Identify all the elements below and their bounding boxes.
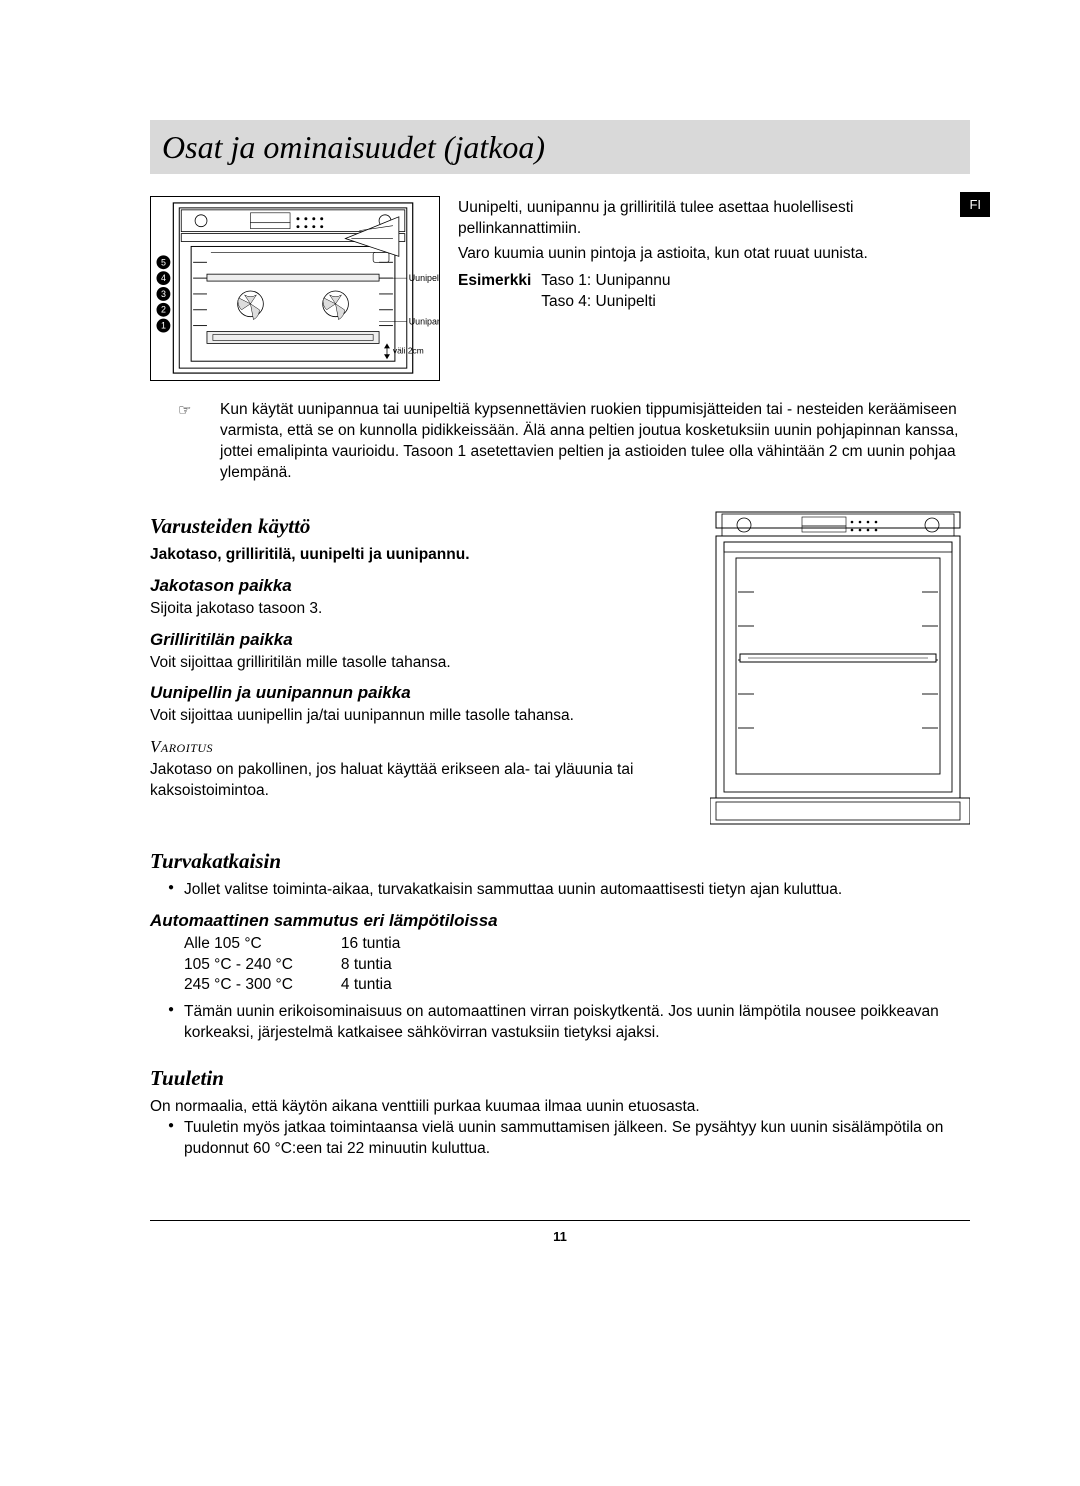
fan-bullet-1: Tuuletin myös jatkaa toimintaansa vielä … <box>168 1118 970 1160</box>
safety-bullet-1: Jollet valitse toiminta-aikaa, turvakatk… <box>168 880 970 901</box>
note-text: Kun käytät uunipannua tai uunipeltiä kyp… <box>220 400 970 484</box>
svg-text:väli 2cm: väli 2cm <box>393 345 424 355</box>
svg-text:5: 5 <box>161 257 166 267</box>
page-number: 11 <box>150 1229 970 1244</box>
svg-text:Uunipelti: Uunipelti <box>409 273 440 283</box>
section-safety-heading: Turvakatkaisin <box>150 849 970 874</box>
jakotason-text: Sijoita jakotaso tasoon 3. <box>150 599 692 620</box>
section-fan-heading: Tuuletin <box>150 1066 970 1091</box>
oven-diagram: 5 4 3 2 1 Uunipelti Uunipan <box>150 196 440 386</box>
svg-text:3: 3 <box>161 289 166 299</box>
svg-text:Uunipannu: Uunipannu <box>409 317 440 327</box>
svg-text:4: 4 <box>161 273 166 283</box>
example-line-1: Taso 1: Uunipannu <box>541 271 670 292</box>
note-block: ☞ Kun käytät uunipannua tai uunipeltiä k… <box>178 400 970 484</box>
language-tab: FI <box>960 192 990 217</box>
intro-p2: Varo kuumia uunin pintoja ja astioita, k… <box>458 244 970 265</box>
svg-text:1: 1 <box>161 321 166 331</box>
safety-bullet-2: Tämän uunin erikoisominaisuus on automaa… <box>168 1002 970 1044</box>
title-bar: Osat ja ominaisuudet (jatkoa) <box>150 120 970 174</box>
auto-shutoff-heading: Automaattinen sammutus eri lämpötiloissa <box>150 911 970 931</box>
svg-text:2: 2 <box>161 305 166 315</box>
shutoff-table: Alle 105 °C16 tuntia 105 °C - 240 °C8 tu… <box>184 934 448 997</box>
grilli-text: Voit sijoittaa grilliritilän mille tasol… <box>150 653 692 674</box>
page-title: Osat ja ominaisuudet (jatkoa) <box>162 129 545 166</box>
fan-p1: On normaalia, että käytön aikana venttii… <box>150 1097 970 1118</box>
oven-rack-diagram <box>710 506 970 831</box>
section-accessories-heading: Varusteiden käyttö <box>150 514 692 539</box>
intro-p1: Uunipelti, uunipannu ja grilliritilä tul… <box>458 198 970 240</box>
uunipellin-heading: Uunipellin ja uunipannun paikka <box>150 683 692 703</box>
example-label: Esimerkki <box>458 271 531 313</box>
grilli-heading: Grilliritilän paikka <box>150 630 692 650</box>
uunipellin-text: Voit sijoittaa uunipellin ja/tai uunipan… <box>150 706 692 727</box>
jakotason-heading: Jakotason paikka <box>150 576 692 596</box>
intro-text: Uunipelti, uunipannu ja grilliritilä tul… <box>458 196 970 386</box>
warning-heading: Varoitus <box>150 737 692 757</box>
warning-text: Jakotaso on pakollinen, jos haluat käytt… <box>150 760 692 802</box>
pointer-icon: ☞ <box>178 400 200 484</box>
accessories-sub: Jakotaso, grilliritilä, uunipelti ja uun… <box>150 545 692 566</box>
example-line-2: Taso 4: Uunipelti <box>541 292 670 313</box>
